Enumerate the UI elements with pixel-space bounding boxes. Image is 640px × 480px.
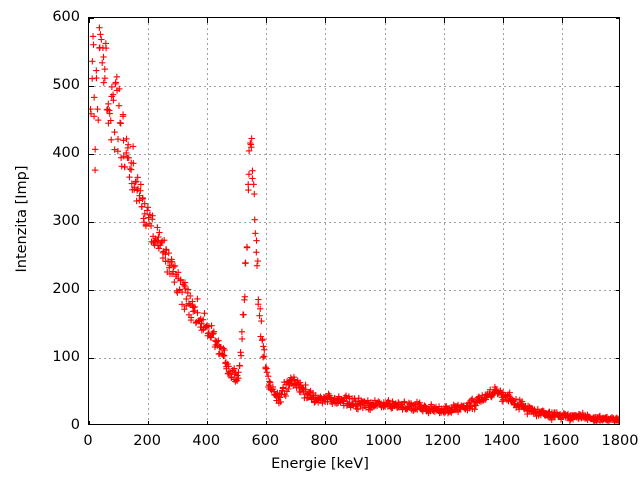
y-tick-label: 500 — [52, 77, 80, 93]
data-series-scatter — [89, 24, 619, 424]
x-tick-label: 1200 — [424, 433, 462, 449]
x-tick-label: 200 — [133, 433, 161, 449]
x-tick-label: 1600 — [542, 433, 580, 449]
x-tick-label: 0 — [83, 433, 93, 449]
y-tick-label: 600 — [52, 9, 80, 25]
y-tick-label: 300 — [52, 213, 80, 229]
x-tick-label: 1800 — [601, 433, 639, 449]
plot-area — [88, 17, 620, 425]
x-tick-label: 1400 — [483, 433, 521, 449]
x-tick-label: 800 — [310, 433, 339, 449]
x-axis-tick-labels: 0 200 400 600 800 1000 1200 1400 1600 1800 — [0, 434, 640, 456]
x-axis-title: Energie [keV] — [271, 456, 369, 472]
y-axis-title: Intenzita [Imp] — [14, 165, 30, 273]
axis-tick-marks — [89, 18, 619, 424]
y-tick-label: 0 — [70, 417, 80, 433]
y-axis-tick-labels: 0 100 200 300 400 500 600 — [0, 0, 80, 480]
x-tick-label: 400 — [192, 433, 221, 449]
x-tick-label: 600 — [251, 433, 280, 449]
grid-lines — [89, 18, 619, 424]
y-tick-label: 200 — [52, 281, 80, 297]
y-tick-label: 400 — [52, 145, 80, 161]
x-tick-label: 1000 — [365, 433, 402, 449]
y-tick-label: 100 — [52, 349, 80, 365]
